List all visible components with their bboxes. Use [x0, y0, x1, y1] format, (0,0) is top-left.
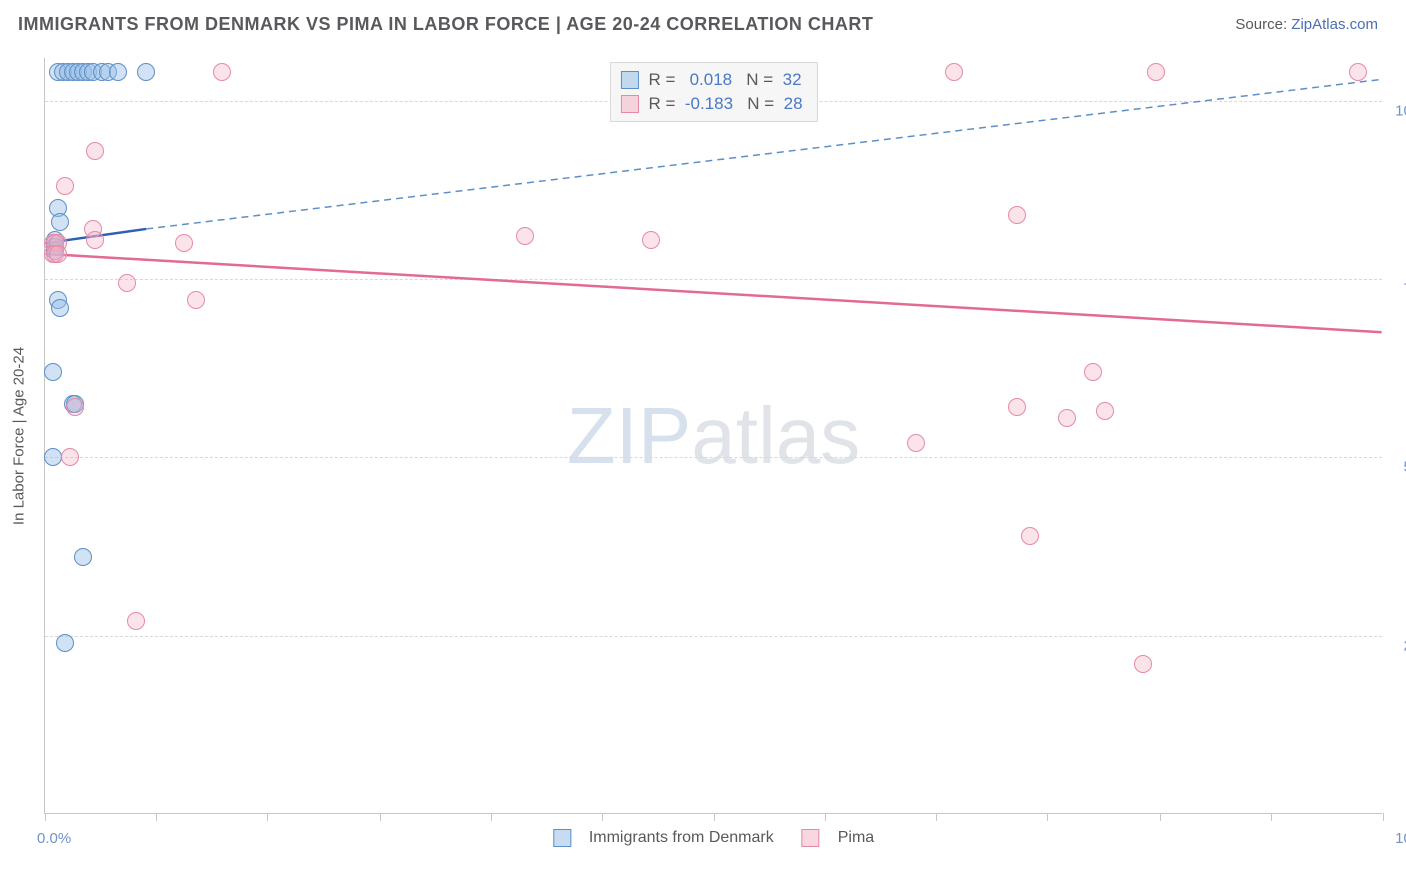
data-point-denmark: [109, 63, 127, 81]
x-tick: [267, 813, 268, 821]
data-point-pima: [907, 434, 925, 452]
x-tick: [45, 813, 46, 821]
y-axis-title: In Labor Force | Age 20-24: [11, 346, 28, 524]
source-link[interactable]: ZipAtlas.com: [1291, 16, 1378, 33]
x-tick: [825, 813, 826, 821]
x-axis-min-label: 0.0%: [37, 830, 71, 847]
data-point-denmark: [44, 448, 62, 466]
swatch-pima-icon: [802, 829, 820, 847]
data-point-pima: [213, 63, 231, 81]
scatter-chart: ZIPatlas 25.0%50.0%75.0%100.0% R = 0.018…: [44, 58, 1382, 814]
x-tick: [380, 813, 381, 821]
data-point-pima: [1084, 363, 1102, 381]
data-point-pima: [642, 231, 660, 249]
x-tick: [936, 813, 937, 821]
data-point-pima: [127, 612, 145, 630]
data-point-denmark: [51, 299, 69, 317]
legend-item-pima: Pima: [802, 829, 874, 847]
data-point-pima: [1096, 402, 1114, 420]
data-point-pima: [66, 398, 84, 416]
source-attribution: Source: ZipAtlas.com: [1235, 16, 1378, 33]
trend-lines: [45, 58, 1382, 813]
y-tick-label: 75.0%: [1390, 281, 1406, 298]
data-point-denmark: [137, 63, 155, 81]
legend-item-denmark: Immigrants from Denmark: [553, 829, 774, 847]
stats-row-pima: R = -0.183 N = 28: [620, 92, 802, 116]
x-tick: [156, 813, 157, 821]
correlation-stats-box: R = 0.018 N = 32 R = -0.183 N = 28: [609, 62, 817, 122]
data-point-pima: [1058, 409, 1076, 427]
data-point-pima: [56, 177, 74, 195]
x-tick: [1160, 813, 1161, 821]
data-point-pima: [1349, 63, 1367, 81]
swatch-denmark: [620, 71, 638, 89]
data-point-denmark: [56, 634, 74, 652]
x-tick: [491, 813, 492, 821]
data-point-pima: [1147, 63, 1165, 81]
data-point-pima: [61, 448, 79, 466]
x-tick: [1383, 813, 1384, 821]
x-axis-max-label: 100.0%: [1395, 830, 1406, 847]
y-tick-label: 100.0%: [1390, 102, 1406, 119]
data-point-pima: [175, 234, 193, 252]
data-point-pima: [86, 142, 104, 160]
chart-title: IMMIGRANTS FROM DENMARK VS PIMA IN LABOR…: [18, 14, 873, 35]
data-point-denmark: [44, 363, 62, 381]
data-point-pima: [1134, 655, 1152, 673]
series-legend: Immigrants from Denmark Pima: [553, 829, 874, 847]
data-point-pima: [86, 231, 104, 249]
data-point-denmark: [74, 548, 92, 566]
x-tick: [602, 813, 603, 821]
data-point-pima: [118, 274, 136, 292]
x-tick: [1047, 813, 1048, 821]
y-tick-label: 25.0%: [1390, 637, 1406, 654]
stats-row-denmark: R = 0.018 N = 32: [620, 68, 802, 92]
data-point-pima: [516, 227, 534, 245]
data-point-pima: [1008, 206, 1026, 224]
swatch-denmark-icon: [553, 829, 571, 847]
x-tick: [714, 813, 715, 821]
y-tick-label: 50.0%: [1390, 459, 1406, 476]
swatch-pima: [620, 95, 638, 113]
data-point-pima: [49, 245, 67, 263]
x-tick: [1271, 813, 1272, 821]
data-point-pima: [187, 291, 205, 309]
data-point-pima: [1021, 527, 1039, 545]
data-point-denmark: [51, 213, 69, 231]
data-point-pima: [945, 63, 963, 81]
data-point-pima: [1008, 398, 1026, 416]
